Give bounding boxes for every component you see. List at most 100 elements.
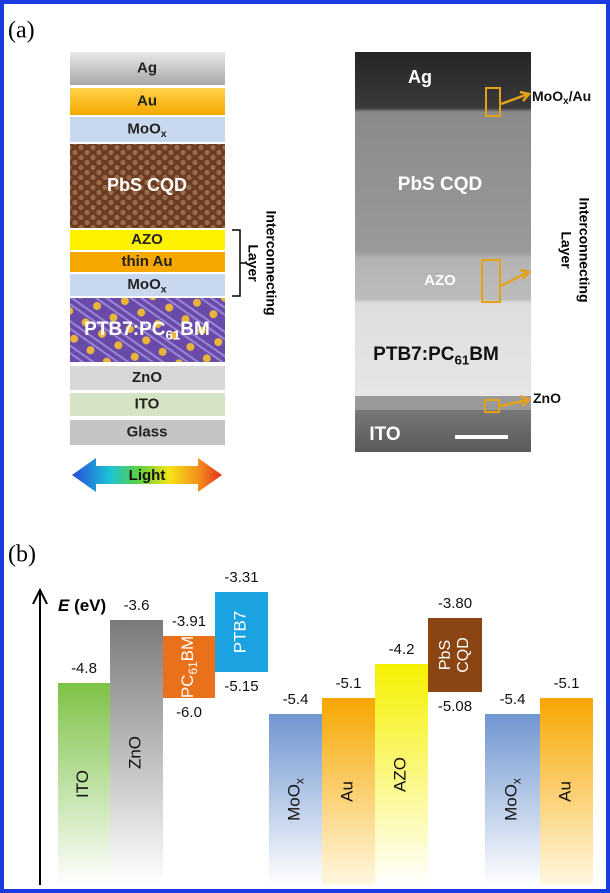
level-name-text: MoOx bbox=[502, 778, 524, 821]
text-part: ZnO bbox=[132, 369, 162, 386]
level-name: ZnO bbox=[126, 736, 145, 769]
level-top-value: -5.1 bbox=[336, 675, 362, 692]
panel-label: (b) bbox=[8, 542, 36, 568]
level-top-value: -4.2 bbox=[389, 641, 415, 658]
level-name-text: ZnO bbox=[126, 736, 145, 769]
text-part: thin Au bbox=[121, 253, 172, 270]
axis-label: E (eV) bbox=[58, 596, 106, 615]
subscript: 61 bbox=[165, 327, 180, 342]
level-top-value: -4.8 bbox=[71, 660, 97, 677]
text-part: BM bbox=[469, 344, 499, 365]
text-part: Au bbox=[137, 92, 157, 109]
text-part: PC bbox=[178, 675, 197, 699]
level-name: MoOx bbox=[285, 778, 307, 821]
text-part: PbS CQD bbox=[398, 174, 482, 195]
level-top-value: -5.4 bbox=[500, 691, 526, 708]
level-name-line: PbS bbox=[437, 640, 454, 670]
energy-axis bbox=[33, 590, 47, 885]
level-name-text: Au bbox=[556, 781, 575, 802]
sem-zno-band bbox=[355, 396, 531, 410]
level-name-text: Au bbox=[338, 781, 357, 802]
text-part: PTB7:PC bbox=[84, 319, 166, 340]
layer-label: Ag bbox=[137, 59, 157, 76]
text-part: ITO bbox=[135, 395, 160, 412]
level-bottom-value: -6.0 bbox=[176, 704, 202, 721]
layer-label: Au bbox=[137, 92, 157, 109]
level-top-value: -3.31 bbox=[224, 569, 258, 586]
text-part: ZnO bbox=[533, 390, 561, 406]
text-part: Ag bbox=[137, 59, 157, 76]
layer-label: PTB7:PC61BM bbox=[84, 319, 210, 342]
level-bottom-value: -5.08 bbox=[438, 698, 472, 715]
device-stack: AgAuMoOxPbS CQDAZOthin AuMoOxPTB7:PC61BM… bbox=[70, 52, 225, 445]
text-part: Au bbox=[556, 781, 575, 802]
level-name-line: CQD bbox=[455, 637, 472, 673]
subscript: x bbox=[510, 778, 524, 784]
energy-levels: -4.8 ITO -3.6 ZnO -3.91 -6.0 PC61BM -3.31 -5.15 P… bbox=[58, 569, 593, 885]
level-name: PTB7 bbox=[231, 611, 250, 654]
text-part: ITO bbox=[73, 770, 92, 798]
text-part: PTB7 bbox=[231, 611, 250, 654]
text-part: PTB7:PC bbox=[373, 344, 455, 365]
bracket-label-line: Layer bbox=[245, 244, 261, 282]
sem-background bbox=[355, 52, 531, 452]
subscript: 61 bbox=[186, 661, 200, 675]
level-top-value: -3.91 bbox=[172, 613, 206, 630]
subscript: x bbox=[293, 778, 307, 784]
level-top-value: -5.4 bbox=[283, 691, 309, 708]
text-part: AZO bbox=[131, 231, 163, 248]
text-part: MoO bbox=[285, 784, 304, 821]
bracket-label: Interconnecting Layer bbox=[245, 210, 279, 315]
level-top-value: -5.1 bbox=[554, 675, 580, 692]
sem-layer-label: Ag bbox=[408, 67, 432, 87]
sem-bracket-label: Interconnecting Layer bbox=[558, 197, 592, 302]
level-name: Au bbox=[556, 781, 575, 802]
axis-symbol: E bbox=[58, 596, 70, 615]
bracket-label-line: Layer bbox=[558, 231, 574, 269]
light-label: Light bbox=[129, 467, 166, 484]
layer-label: PbS CQD bbox=[107, 175, 187, 195]
level-bottom-value: -5.15 bbox=[224, 678, 258, 695]
subscript: 61 bbox=[454, 352, 469, 367]
text-part: MoO bbox=[502, 784, 521, 821]
sem-layer-label: PTB7:PC61BM bbox=[373, 344, 499, 367]
level-name: MoOx bbox=[502, 778, 524, 821]
text-part: BM bbox=[178, 636, 197, 662]
text-part: Ag bbox=[408, 67, 432, 87]
text-part: MoO bbox=[127, 120, 161, 137]
subscript: x bbox=[161, 283, 167, 295]
level-name-text: AZO bbox=[391, 757, 410, 792]
panel-label: (a) bbox=[8, 18, 35, 44]
sem-callout-label: MoOx/Au bbox=[532, 88, 591, 107]
text-part: AZO bbox=[424, 272, 456, 289]
text-part: AZO bbox=[391, 757, 410, 792]
text-part: Au bbox=[338, 781, 357, 802]
level-name: Au bbox=[338, 781, 357, 802]
text-part: BM bbox=[180, 319, 210, 340]
sem-image bbox=[355, 52, 531, 452]
figure: (a) (b) AgAuMoOxPbS CQDAZOthin AuMoOxPTB… bbox=[0, 0, 610, 893]
axis-unit: (eV) bbox=[69, 596, 106, 615]
layer-label: Glass bbox=[127, 423, 168, 440]
level-name-text: PTB7 bbox=[231, 611, 250, 654]
text-part: /Au bbox=[569, 88, 592, 104]
bracket-label-line: Interconnecting bbox=[263, 210, 279, 315]
layer-label: ZnO bbox=[132, 369, 162, 386]
sem-layer-label: ITO bbox=[369, 424, 400, 445]
bracket bbox=[232, 230, 246, 296]
layer-label: AZO bbox=[131, 231, 163, 248]
sem-callout-label: ZnO bbox=[533, 390, 561, 406]
level-name-text: ITO bbox=[73, 770, 92, 798]
sem-layer-label: AZO bbox=[424, 272, 456, 289]
layer-label: thin Au bbox=[121, 253, 172, 270]
level-name-text: MoOx bbox=[285, 778, 307, 821]
text-part: ZnO bbox=[126, 736, 145, 769]
text-part: MoO bbox=[532, 88, 563, 104]
text-part: MoO bbox=[127, 276, 161, 293]
text-part: Glass bbox=[127, 423, 168, 440]
subscript: x bbox=[161, 128, 167, 140]
level-name: ITO bbox=[73, 770, 92, 798]
level-top-value: -3.6 bbox=[124, 597, 150, 614]
text-part: ITO bbox=[369, 424, 400, 445]
